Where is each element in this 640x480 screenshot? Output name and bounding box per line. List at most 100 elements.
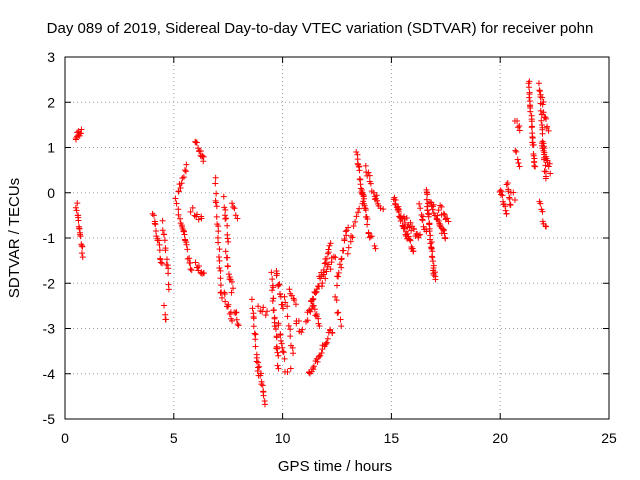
data-point bbox=[230, 204, 237, 211]
data-point bbox=[319, 280, 326, 287]
data-point bbox=[215, 239, 222, 246]
data-point bbox=[217, 275, 224, 282]
data-point bbox=[182, 168, 189, 175]
data-point bbox=[152, 221, 159, 228]
data-point bbox=[514, 156, 521, 163]
data-point bbox=[312, 312, 319, 319]
data-point bbox=[179, 175, 186, 182]
data-point bbox=[401, 225, 408, 232]
data-point bbox=[544, 157, 551, 164]
data-point bbox=[152, 227, 159, 234]
data-point bbox=[410, 248, 417, 255]
data-point bbox=[287, 365, 294, 372]
data-point bbox=[274, 362, 281, 369]
data-point bbox=[512, 147, 519, 154]
data-point bbox=[539, 130, 546, 137]
data-point bbox=[219, 294, 226, 301]
data-point bbox=[231, 205, 238, 212]
data-point bbox=[292, 301, 299, 308]
data-point bbox=[528, 116, 535, 123]
data-point bbox=[284, 303, 291, 310]
data-point bbox=[187, 266, 194, 273]
data-point bbox=[177, 215, 184, 222]
data-point bbox=[222, 298, 229, 305]
data-point bbox=[182, 237, 189, 244]
data-point bbox=[528, 124, 535, 131]
data-point bbox=[502, 203, 509, 210]
data-point bbox=[354, 151, 361, 158]
data-point bbox=[290, 295, 297, 302]
data-point bbox=[427, 240, 434, 247]
data-point bbox=[224, 222, 231, 229]
data-point bbox=[270, 284, 277, 291]
x-tick-label: 25 bbox=[601, 430, 617, 446]
data-point bbox=[156, 247, 163, 254]
y-tick-label: -1 bbox=[43, 230, 56, 246]
data-point bbox=[149, 210, 156, 217]
data-point bbox=[223, 215, 230, 222]
data-point bbox=[290, 350, 297, 357]
data-point bbox=[233, 316, 240, 323]
data-point bbox=[213, 203, 220, 210]
data-point bbox=[157, 259, 164, 266]
data-point bbox=[260, 392, 267, 399]
data-point bbox=[162, 247, 169, 254]
data-point bbox=[252, 336, 259, 343]
data-point bbox=[254, 368, 261, 375]
data-point bbox=[79, 243, 86, 250]
data-point bbox=[426, 225, 433, 232]
data-point bbox=[216, 246, 223, 253]
data-point bbox=[499, 192, 506, 199]
data-point bbox=[353, 148, 360, 155]
data-point bbox=[183, 241, 190, 248]
data-point bbox=[232, 309, 239, 316]
data-point bbox=[373, 192, 380, 199]
data-point bbox=[159, 227, 166, 234]
data-point bbox=[291, 297, 298, 304]
data-point bbox=[155, 237, 162, 244]
data-point bbox=[537, 107, 544, 114]
data-point bbox=[268, 269, 275, 276]
data-point bbox=[310, 366, 317, 373]
data-point bbox=[340, 247, 347, 254]
data-point bbox=[540, 109, 547, 116]
data-point bbox=[405, 233, 412, 240]
data-point bbox=[510, 189, 517, 196]
data-point bbox=[429, 258, 436, 265]
data-point bbox=[335, 269, 342, 276]
data-point bbox=[180, 174, 187, 181]
data-point bbox=[150, 212, 157, 219]
data-point bbox=[251, 330, 258, 337]
data-point bbox=[200, 153, 207, 160]
data-point bbox=[371, 242, 378, 249]
y-tick-label: 1 bbox=[47, 140, 55, 156]
data-point bbox=[347, 238, 354, 245]
data-point bbox=[221, 289, 228, 296]
data-point bbox=[429, 248, 436, 255]
data-point bbox=[284, 368, 291, 375]
data-point bbox=[220, 193, 227, 200]
data-point bbox=[530, 141, 537, 148]
data-point bbox=[287, 333, 294, 340]
data-point bbox=[344, 250, 351, 257]
data-point bbox=[445, 218, 452, 225]
data-point bbox=[539, 94, 546, 101]
data-point bbox=[323, 339, 330, 346]
data-point bbox=[337, 316, 344, 323]
data-point bbox=[178, 180, 185, 187]
data-point bbox=[355, 209, 362, 216]
data-point bbox=[416, 200, 423, 207]
data-point bbox=[184, 255, 191, 262]
data-point bbox=[183, 161, 190, 168]
data-points bbox=[72, 78, 554, 408]
data-point bbox=[542, 175, 549, 182]
data-point bbox=[317, 352, 324, 359]
data-point bbox=[252, 343, 259, 350]
data-point bbox=[225, 301, 232, 308]
data-point bbox=[323, 268, 330, 275]
data-point bbox=[273, 345, 280, 352]
data-point bbox=[426, 198, 433, 205]
data-point bbox=[356, 205, 363, 212]
data-point bbox=[437, 222, 444, 229]
data-point bbox=[403, 214, 410, 221]
